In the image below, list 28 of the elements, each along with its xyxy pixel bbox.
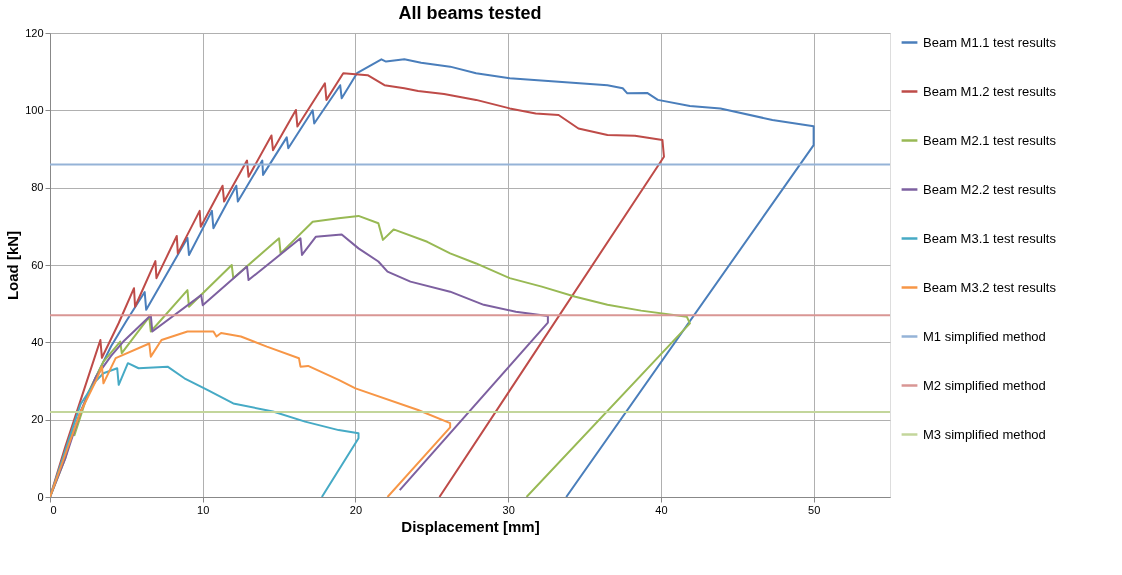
y-axis-title: Load [kN] [4, 230, 22, 301]
y-tick-label: 20 [31, 413, 44, 426]
line-series [50, 330, 452, 497]
y-tick-label: 40 [31, 335, 44, 348]
legend-label: Beam M2.1 test results [923, 132, 1057, 148]
legend-label: Beam M1.1 test results [923, 34, 1057, 50]
y-tick-label: 100 [25, 103, 44, 116]
x-axis-title: Displacement [mm] [401, 517, 540, 535]
line-series [50, 362, 360, 497]
legend-label: Beam M3.1 test results [923, 230, 1057, 246]
x-tick-label: 40 [655, 503, 668, 516]
x-tick-label: 10 [197, 503, 210, 516]
x-tick-label: 20 [349, 503, 363, 516]
x-tick-label: 0 [50, 503, 57, 516]
legend-label: Beam M3.2 test results [923, 279, 1057, 295]
x-tick-label: 50 [808, 503, 821, 516]
y-tick-label: 120 [25, 26, 44, 39]
y-tick-label: 80 [31, 181, 44, 194]
legend-label: M2 simplified method [923, 377, 1046, 393]
y-tick-label: 60 [31, 258, 44, 271]
legend-label: M1 simplified method [923, 328, 1046, 344]
y-tick-label: 0 [37, 490, 44, 503]
x-tick-label: 30 [502, 503, 515, 516]
chart-title: All beams tested [398, 3, 542, 23]
line-series [50, 72, 665, 497]
legend-label: Beam M2.2 test results [923, 181, 1057, 197]
legend-label: Beam M1.2 test results [923, 83, 1057, 99]
legend-label: M3 simplified method [923, 426, 1046, 442]
